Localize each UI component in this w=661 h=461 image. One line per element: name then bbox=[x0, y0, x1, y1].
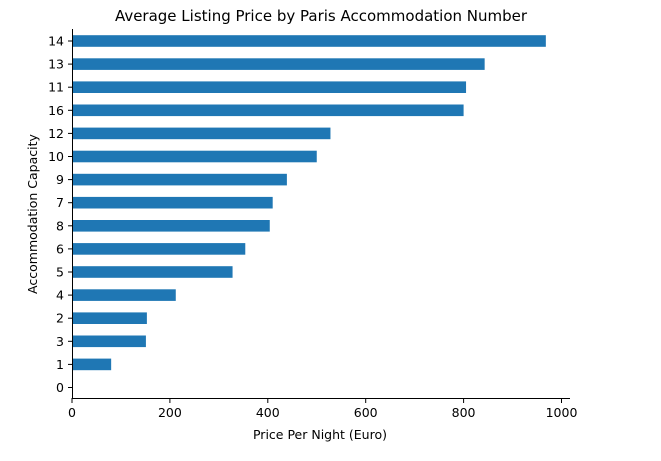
bar-13 bbox=[72, 58, 485, 70]
chart-title: Average Listing Price by Paris Accommoda… bbox=[115, 7, 528, 25]
y-axis-label: Accommodation Capacity bbox=[25, 133, 40, 293]
y-tick-label-6: 6 bbox=[56, 241, 64, 256]
y-tick-label-3: 3 bbox=[56, 334, 64, 349]
bar-1 bbox=[72, 358, 112, 371]
bar-5 bbox=[72, 266, 233, 278]
y-tick-label-7: 7 bbox=[56, 195, 64, 210]
y-tick-label-8: 8 bbox=[56, 218, 64, 233]
y-tick-label-10: 10 bbox=[48, 149, 64, 164]
y-tick-label-2: 2 bbox=[56, 311, 64, 326]
x-axis-label: Price Per Night (Euro) bbox=[253, 427, 387, 442]
x-tick-label-200: 200 bbox=[158, 405, 182, 420]
bar-4 bbox=[72, 289, 176, 301]
bar-16 bbox=[72, 104, 464, 117]
bars-layer bbox=[72, 35, 546, 371]
y-tick-label-16: 16 bbox=[48, 103, 64, 118]
bar-14 bbox=[72, 35, 546, 47]
x-tick-label-1000: 1000 bbox=[546, 405, 578, 420]
bar-12 bbox=[72, 127, 331, 140]
x-tick-label-800: 800 bbox=[452, 405, 476, 420]
y-tick-label-12: 12 bbox=[48, 126, 64, 141]
y-tick-label-4: 4 bbox=[56, 288, 64, 303]
bar-6 bbox=[72, 243, 246, 255]
x-tick-label-600: 600 bbox=[354, 405, 378, 420]
x-axis-ticks: 0 200 400 600 800 1000 bbox=[68, 398, 577, 420]
y-tick-label-9: 9 bbox=[56, 172, 64, 187]
bar-11 bbox=[72, 81, 467, 93]
bar-7 bbox=[72, 196, 273, 209]
bar-10 bbox=[72, 150, 317, 163]
bar-9 bbox=[72, 173, 287, 186]
y-tick-label-13: 13 bbox=[48, 57, 64, 72]
x-tick-label-400: 400 bbox=[256, 405, 280, 420]
bar-3 bbox=[72, 335, 146, 348]
y-tick-label-14: 14 bbox=[48, 34, 64, 49]
x-tick-label-0: 0 bbox=[68, 405, 76, 420]
y-tick-label-11: 11 bbox=[48, 80, 64, 95]
bar-8 bbox=[72, 220, 270, 232]
y-tick-label-0: 0 bbox=[56, 380, 64, 395]
y-tick-label-5: 5 bbox=[56, 265, 64, 280]
bar-2 bbox=[72, 312, 147, 324]
y-tick-label-1: 1 bbox=[56, 357, 64, 372]
